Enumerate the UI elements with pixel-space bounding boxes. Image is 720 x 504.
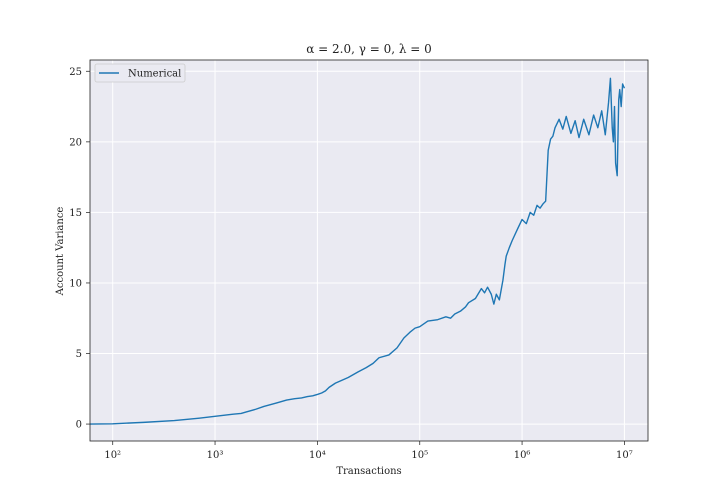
- plot-background: [90, 60, 648, 441]
- legend: Numerical: [94, 63, 186, 83]
- chart-title: α = 2.0, γ = 0, λ = 0: [306, 42, 432, 56]
- line-layer: [89, 77, 626, 425]
- x-tick-label: 10³: [207, 450, 224, 461]
- series-line-numerical: [89, 77, 626, 425]
- x-tick-label: 10⁴: [309, 450, 326, 461]
- y-tick-label: 5: [76, 349, 82, 360]
- x-tick-label: 10⁵: [411, 450, 428, 461]
- y-tick-label: 15: [69, 208, 82, 219]
- y-tick-label: 20: [69, 137, 82, 148]
- x-axis-label: Transactions: [336, 466, 401, 477]
- x-tick-label: 10⁶: [514, 450, 531, 461]
- legend-box: [94, 63, 186, 83]
- plot-frame: [89, 59, 649, 442]
- legend-label-numerical: Numerical: [128, 69, 181, 80]
- y-tick-label: 0: [76, 420, 82, 431]
- x-tick-label: 10⁷: [616, 450, 633, 461]
- y-tick-label: 25: [69, 67, 82, 78]
- y-tick-label: 10: [69, 278, 82, 289]
- y-axis-label: Account Variance: [55, 207, 66, 297]
- ticks: 10² 10³ 10⁴ 10⁵ 10⁶ 10⁷ 0 5 10 15 20 25: [69, 59, 649, 461]
- x-tick-label: 10²: [104, 450, 121, 461]
